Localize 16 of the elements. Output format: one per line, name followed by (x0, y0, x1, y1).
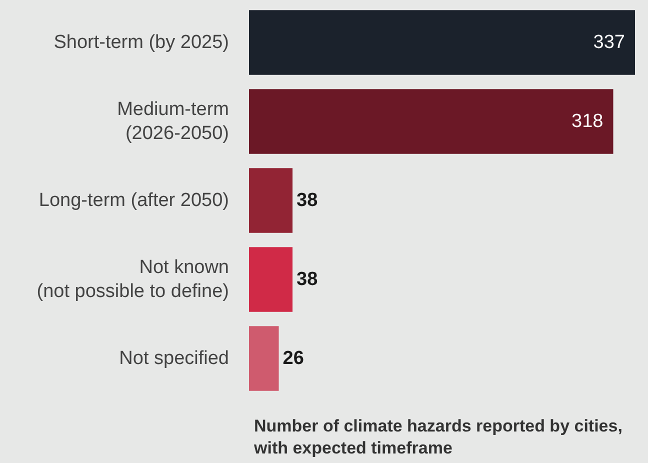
data-label: 26 (282, 348, 304, 369)
y-tick-label: Short-term (by 2025) (54, 32, 229, 53)
bar (249, 168, 293, 233)
y-tick-label: Not known (not possible to define) (36, 257, 229, 302)
y-tick-label: Medium-term (2026-2050) (117, 99, 229, 144)
bar (249, 89, 614, 154)
y-tick-label: Long-term (after 2050) (38, 190, 229, 211)
bar (249, 326, 279, 391)
data-label: 337 (593, 32, 625, 53)
text: Number of climate hazards reported by cities, with expected timeframe (253, 416, 628, 458)
bar (249, 10, 635, 75)
data-label: 38 (296, 190, 318, 211)
data-label: 38 (296, 269, 318, 290)
y-tick-label: Not specified (119, 348, 229, 369)
data-label: 318 (572, 111, 604, 132)
bar (249, 247, 293, 312)
